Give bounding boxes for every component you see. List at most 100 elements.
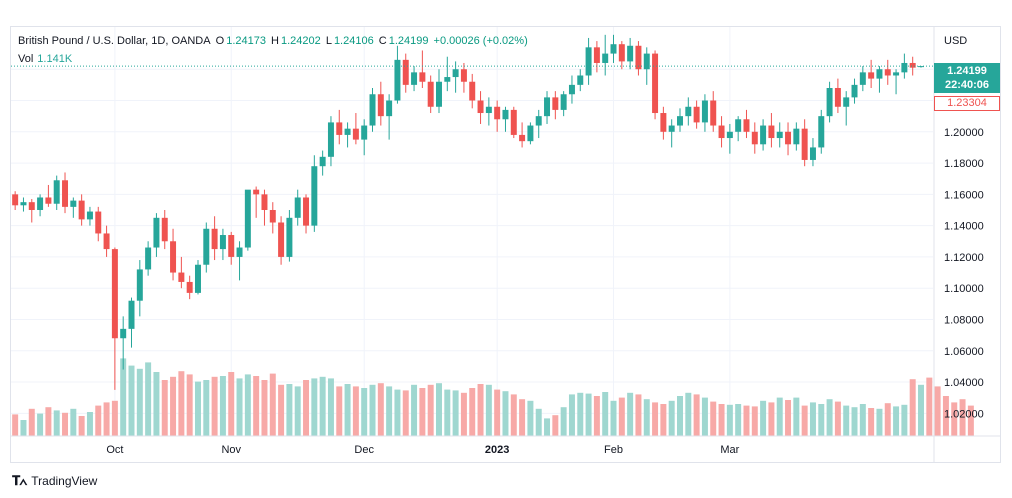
candle [228, 231, 235, 265]
volume-bar [203, 380, 210, 436]
volume-bar [402, 390, 409, 436]
candle [801, 119, 808, 167]
candle [677, 108, 683, 132]
volume-bar [153, 372, 160, 436]
volume-bar [760, 400, 767, 436]
volume-bar [485, 384, 492, 436]
volume-bar [552, 415, 559, 436]
volume-bar [286, 384, 293, 436]
last-price: 1.24199 [947, 65, 987, 77]
volume-bar [386, 386, 393, 436]
volume-bar [452, 390, 459, 436]
volume-bar [62, 412, 69, 436]
volume-bar [577, 392, 584, 436]
candle [120, 316, 127, 370]
chart-legend: British Pound / U.S. Dollar, 1D, OANDA O… [18, 35, 530, 47]
candle [244, 189, 251, 251]
candle [544, 91, 551, 124]
candle [859, 66, 866, 92]
candle [868, 59, 875, 88]
volume-bar [652, 402, 659, 436]
open-value: 1.24173 [226, 35, 266, 47]
candle [618, 41, 625, 70]
candle [652, 50, 659, 120]
tradingview-logo-icon: 𝐓∧ [12, 473, 27, 488]
branding-text: TradingView [31, 474, 98, 488]
candle [128, 297, 135, 348]
change-value: +0.00026 (+0.02%) [433, 35, 528, 47]
candle [170, 228, 177, 281]
candle [361, 119, 368, 156]
candle [377, 81, 384, 126]
candle [743, 109, 750, 139]
candle [660, 106, 667, 140]
candle [726, 123, 733, 154]
candle [194, 260, 201, 295]
candle [610, 34, 617, 63]
candle [460, 62, 467, 93]
candle [776, 122, 783, 148]
candle [602, 34, 609, 76]
volume-bar [427, 384, 434, 436]
x-tick-label: 2023 [485, 444, 509, 456]
y-tick-label: 1.16000 [944, 189, 984, 201]
volume-bar [336, 386, 343, 436]
volume-bar [228, 372, 235, 436]
volume-bar [303, 380, 310, 436]
volume-bar [377, 383, 384, 436]
volume-label: Vol [18, 53, 34, 65]
volume-bar [411, 384, 418, 436]
candle [136, 260, 143, 317]
candle [834, 78, 841, 114]
volume-bar [834, 401, 841, 436]
volume-bar [510, 394, 517, 436]
y-tick-label: 1.06000 [944, 346, 984, 358]
volume-bar [793, 397, 800, 436]
candle [735, 116, 742, 142]
close-value: 1.24199 [388, 35, 429, 47]
tradingview-branding[interactable]: 𝐓∧ TradingView [12, 473, 97, 489]
candle [627, 37, 634, 70]
low-label: L [325, 35, 332, 47]
candle [12, 191, 19, 210]
candle [319, 150, 326, 176]
volume-bar [901, 404, 908, 436]
volume-bar [236, 378, 243, 436]
x-tick-label: Mar [720, 444, 739, 456]
volume-bar [194, 381, 201, 436]
candle [78, 194, 85, 226]
low-value: 1.24106 [333, 35, 374, 47]
volume-bar [726, 404, 733, 436]
candle [577, 69, 584, 92]
volume-bar [111, 400, 118, 436]
volume-bar [20, 420, 27, 436]
candle [394, 45, 401, 104]
volume-bar [851, 407, 858, 436]
volume-bar [942, 396, 949, 436]
candle [53, 175, 60, 210]
candle [219, 228, 226, 261]
prev-close-badge: 1.23304 [934, 96, 1000, 111]
volume-bar [527, 400, 534, 436]
candle [111, 247, 118, 390]
volume-bar [419, 388, 426, 436]
volume-bar [519, 399, 526, 436]
candle [419, 50, 426, 88]
price-axis: 1.02000 1.04000 1.06000 1.08000 1.10000 1.120… [944, 35, 984, 420]
candle [86, 206, 93, 226]
y-tick-label: 1.08000 [944, 314, 984, 326]
volume-bar [460, 392, 467, 436]
volume-bar [120, 358, 127, 436]
volume-bar [311, 378, 318, 436]
candle [469, 73, 476, 109]
volume-bar [469, 388, 476, 436]
volume-bar [477, 384, 484, 436]
volume-bar [934, 386, 941, 436]
y-tick-label: 1.10000 [944, 283, 984, 295]
candle [851, 78, 858, 104]
volume-bar [186, 374, 193, 436]
volume-bar [253, 376, 260, 436]
volume-bar [219, 376, 226, 436]
volume-bar [677, 396, 683, 436]
